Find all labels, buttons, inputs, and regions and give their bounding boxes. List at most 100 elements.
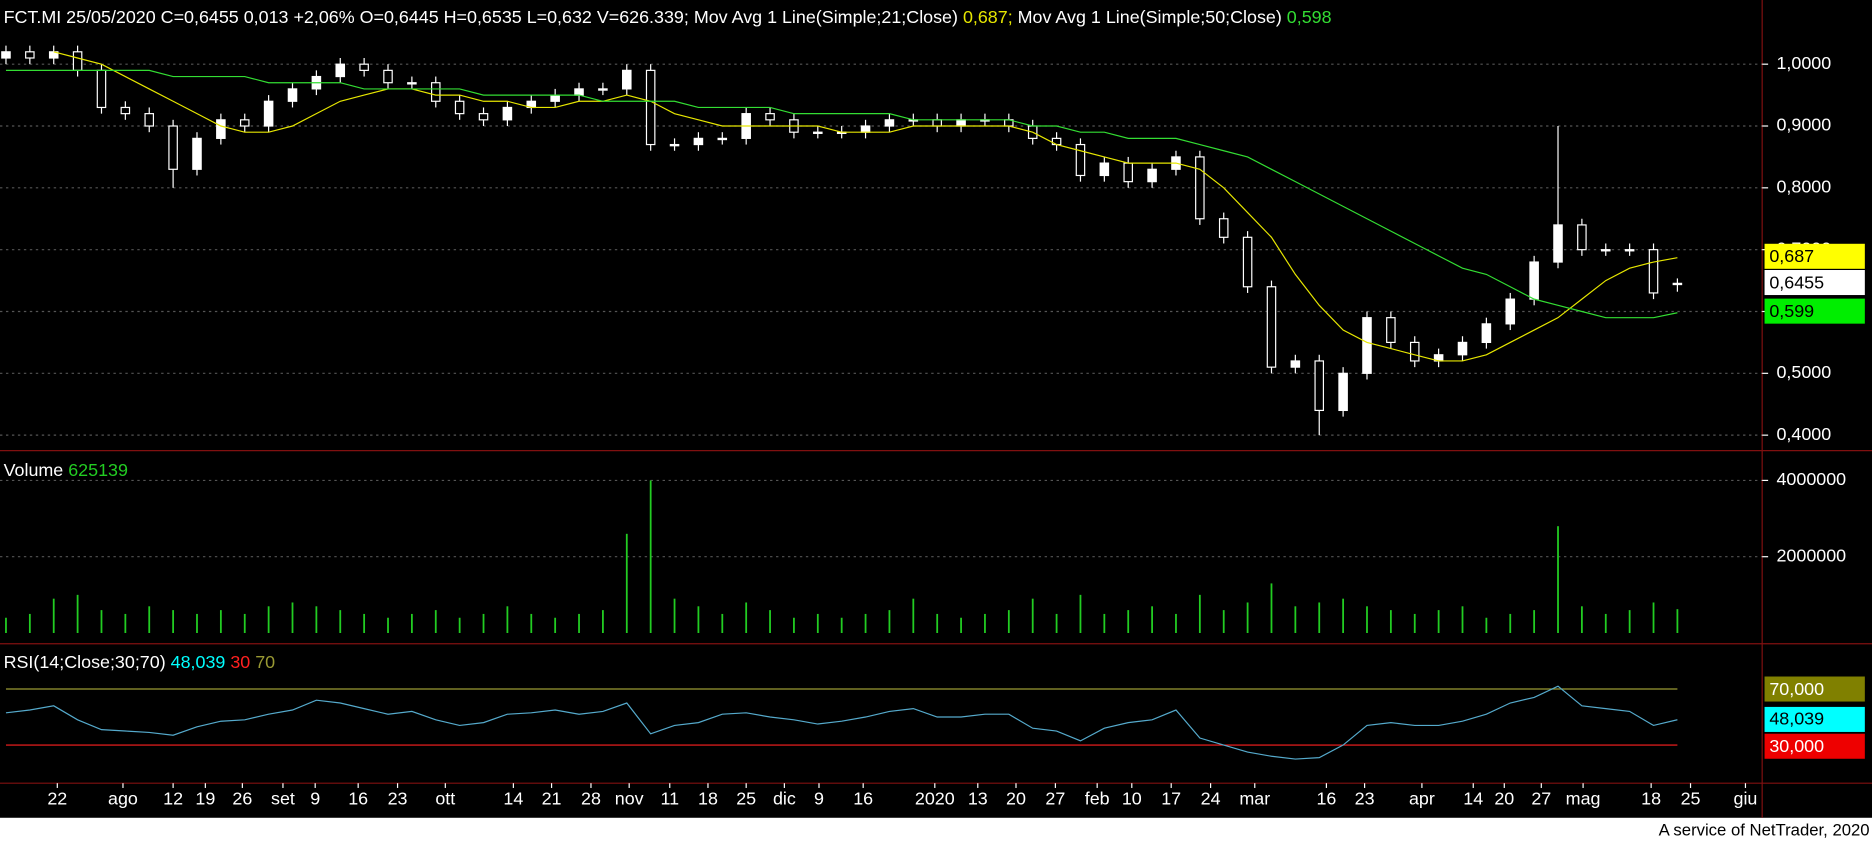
y-tick-label: 4000000 xyxy=(1776,469,1846,489)
volume-bar xyxy=(1127,610,1130,633)
candle-body xyxy=(25,51,35,59)
volume-bar xyxy=(673,598,676,633)
x-tick-label: 16 xyxy=(348,789,368,809)
volume-bar xyxy=(1437,610,1440,633)
x-tick-label: 18 xyxy=(698,789,718,809)
candle-body xyxy=(168,125,178,170)
candle-body xyxy=(359,63,369,71)
candle-body xyxy=(1338,372,1348,412)
x-tick-label: 13 xyxy=(968,789,988,809)
legend-entry: Mov Avg 1 Line(Simple;50;Close) xyxy=(1018,7,1282,27)
x-tick-label: 16 xyxy=(853,789,873,809)
price-label-box xyxy=(1764,270,1865,296)
volume-bar xyxy=(339,610,342,633)
x-tick-label: 20 xyxy=(1494,789,1514,809)
candle-body xyxy=(454,100,465,115)
volume-bar xyxy=(1246,602,1249,633)
y-tick-label: 0,5000 xyxy=(1776,362,1831,382)
candle-body xyxy=(765,113,775,121)
candle-body xyxy=(956,119,966,127)
candle-body xyxy=(550,94,560,102)
candle-body xyxy=(622,69,632,90)
volume-bar xyxy=(960,617,962,633)
volume-bar xyxy=(1294,606,1297,633)
candle-body xyxy=(335,63,346,78)
candle-body xyxy=(669,143,680,147)
x-tick-label: 18 xyxy=(1641,789,1661,809)
moving-average xyxy=(53,51,1678,362)
y-tick-label: 0,9000 xyxy=(1776,115,1831,135)
volume-bar xyxy=(769,610,771,633)
volume-bar xyxy=(76,594,79,633)
rsi-header: RSI(14;Close;30;70) 48,039 30 70 xyxy=(4,652,276,672)
candle-body xyxy=(1314,360,1325,412)
volume-bar xyxy=(1533,610,1536,633)
volume-bar xyxy=(1318,602,1321,633)
candle-body xyxy=(96,69,107,109)
volume-bar xyxy=(1103,613,1106,633)
candle-body xyxy=(1290,360,1301,368)
panel-value: 48,039 xyxy=(171,652,226,672)
volume-bar xyxy=(1461,606,1464,633)
x-tick-label: 24 xyxy=(1201,789,1221,809)
x-tick-label: giu xyxy=(1734,789,1758,809)
price-header: FCT.MI 25/05/2020 C=0,6455 0,013 +2,06% … xyxy=(4,7,1332,27)
candle-body xyxy=(1218,218,1229,238)
volume-bar xyxy=(1676,609,1679,633)
volume-bar xyxy=(5,617,7,633)
candle-body xyxy=(1553,224,1563,263)
x-tick-label: mag xyxy=(1566,789,1601,809)
volume-bar xyxy=(936,613,939,633)
volume-bar xyxy=(840,617,843,633)
x-tick-label: 25 xyxy=(736,789,756,809)
moving-average xyxy=(5,69,1678,319)
x-tick-label: dic xyxy=(773,789,796,809)
candle-body xyxy=(1529,261,1539,300)
header-text: FCT.MI 25/05/2020 C=0,6455 0,013 +2,06% … xyxy=(4,7,689,27)
volume-bar xyxy=(578,613,580,633)
candle-body xyxy=(1386,317,1396,344)
volume-bar xyxy=(52,598,55,633)
volume-bar xyxy=(625,533,628,633)
candle-body xyxy=(1242,236,1253,288)
y-tick-label: 0,8000 xyxy=(1776,177,1831,197)
x-tick-label: 17 xyxy=(1161,789,1181,809)
volume-bar xyxy=(1389,610,1392,633)
x-tick-label: 10 xyxy=(1122,789,1142,809)
rsi-label: 48,039 xyxy=(1769,709,1824,729)
candle-body xyxy=(383,69,393,84)
rsi-label-box xyxy=(1764,706,1865,732)
candle-body xyxy=(1505,298,1516,325)
candle-body xyxy=(430,82,441,102)
volume-bar xyxy=(506,606,509,633)
candle-body xyxy=(1123,162,1133,183)
candle-body xyxy=(478,113,489,121)
candle-body xyxy=(1624,249,1635,252)
rsi-line xyxy=(5,685,1678,760)
volume-bar xyxy=(1055,613,1058,633)
x-tick-label: 28 xyxy=(581,789,601,809)
volume-bar xyxy=(315,606,318,633)
volume-bar xyxy=(28,613,31,633)
x-tick-label: 20 xyxy=(1006,789,1026,809)
candle-body xyxy=(1099,162,1110,177)
x-tick-label: ott xyxy=(435,789,455,809)
candle-body xyxy=(1600,249,1611,252)
candle-body xyxy=(1195,156,1205,220)
volume-bar xyxy=(864,613,867,633)
volume-bar xyxy=(458,617,461,633)
candle-body xyxy=(1672,282,1683,286)
volume-header: Volume 625139 xyxy=(4,460,128,480)
volume-bar xyxy=(649,480,652,633)
candle-body xyxy=(693,137,704,146)
y-tick-label: 0,4000 xyxy=(1776,424,1831,444)
candle-body xyxy=(574,88,584,96)
volume-bar xyxy=(1557,526,1559,633)
candle-body xyxy=(1648,249,1659,294)
footer: A service of NetTrader, 2020 xyxy=(1659,820,1870,839)
candle-body xyxy=(120,106,131,115)
x-tick-label: apr xyxy=(1409,789,1435,809)
volume-bar xyxy=(1175,613,1177,633)
rsi-label: 30,000 xyxy=(1769,736,1824,756)
volume-bar xyxy=(219,610,222,633)
